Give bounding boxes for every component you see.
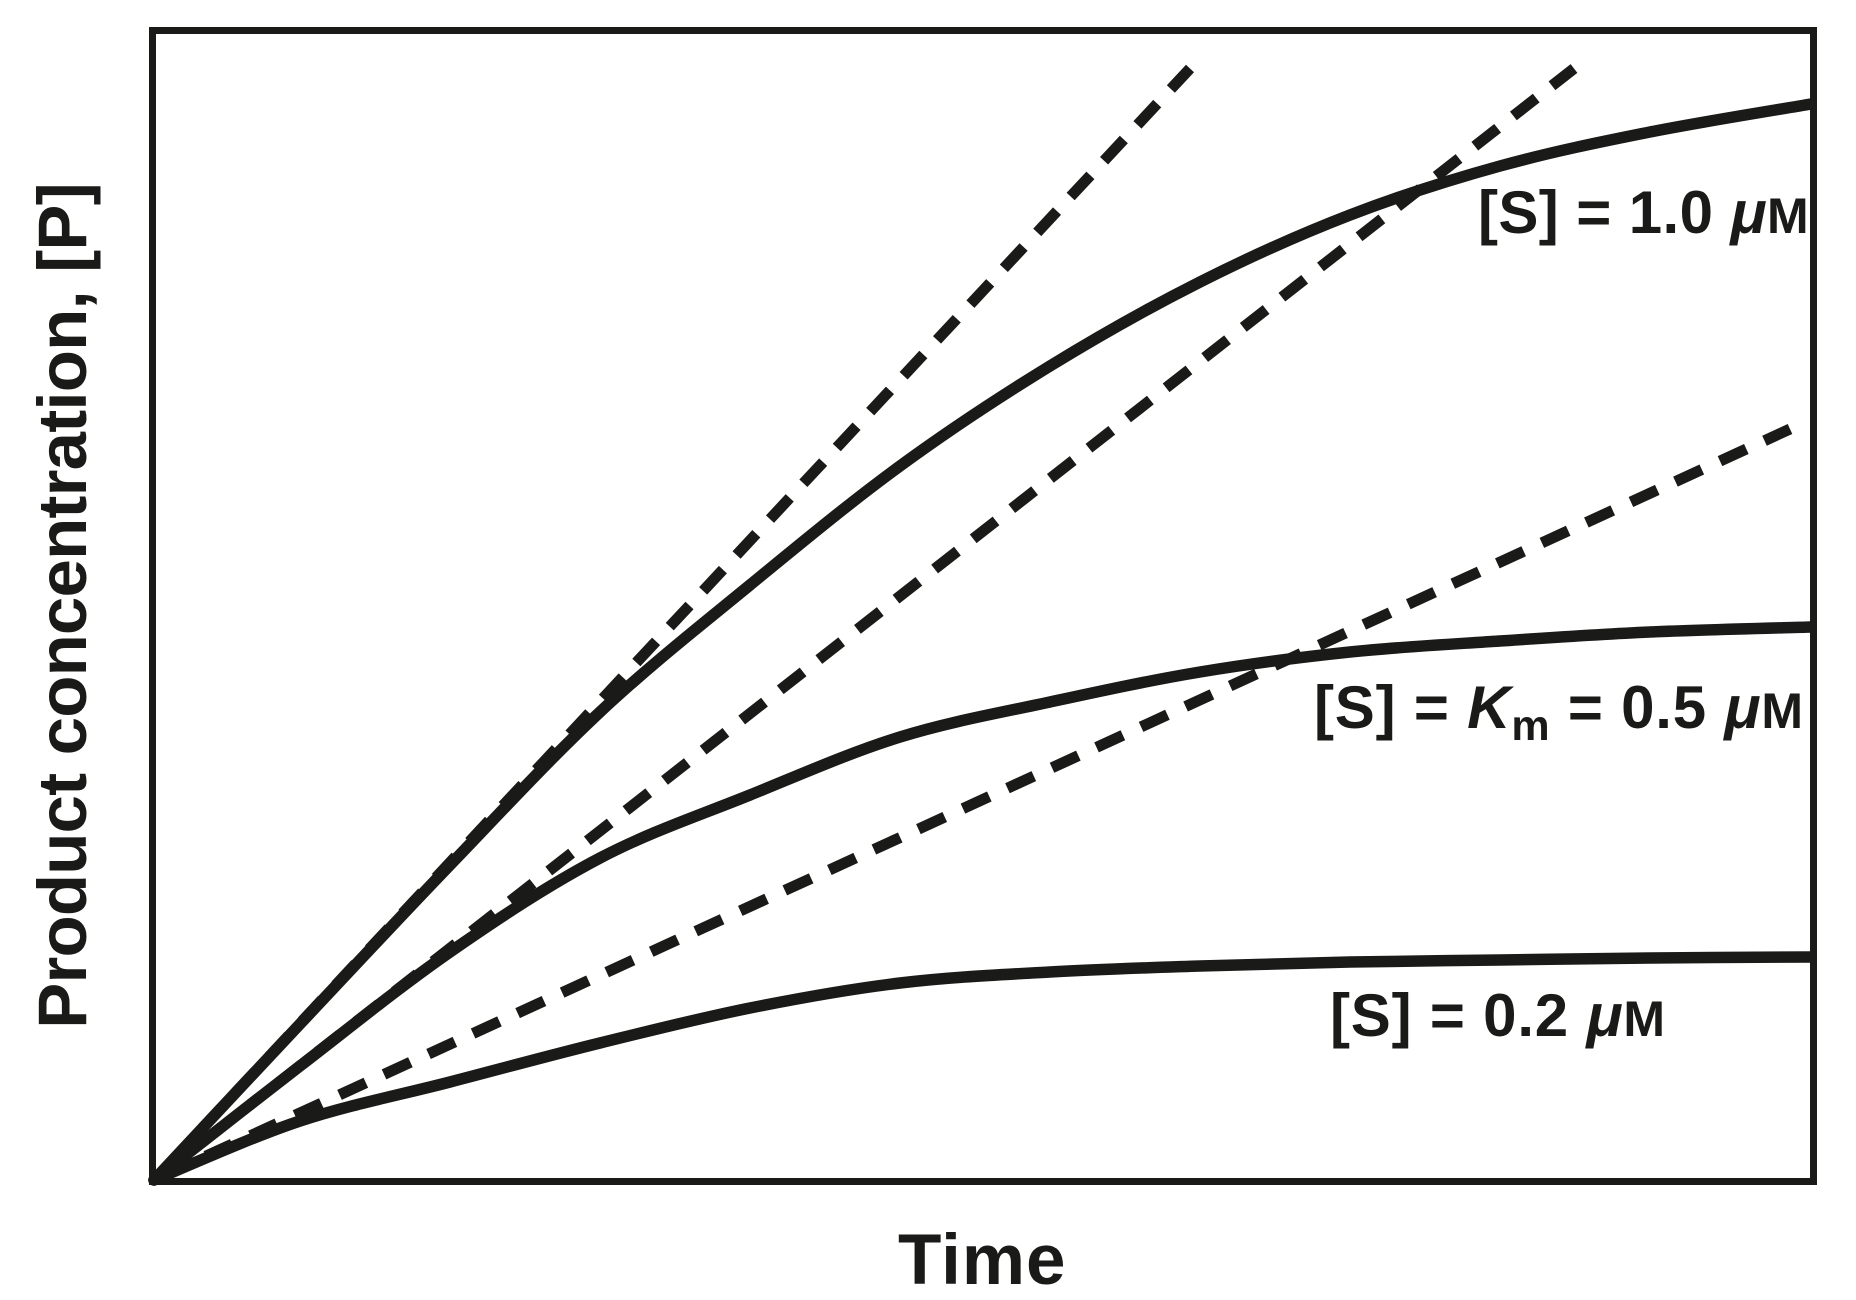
svg-text:[S] = 0.2 μM: [S] = 0.2 μM bbox=[1330, 982, 1666, 1049]
svg-text:[S] = 1.0 μM: [S] = 1.0 μM bbox=[1478, 179, 1809, 246]
svg-text:[S] = Km = 0.5 μM: [S] = Km = 0.5 μM bbox=[1314, 674, 1804, 750]
svg-text:Time: Time bbox=[898, 1221, 1066, 1300]
svg-text:Product concentration, [P]: Product concentration, [P] bbox=[24, 183, 101, 1029]
